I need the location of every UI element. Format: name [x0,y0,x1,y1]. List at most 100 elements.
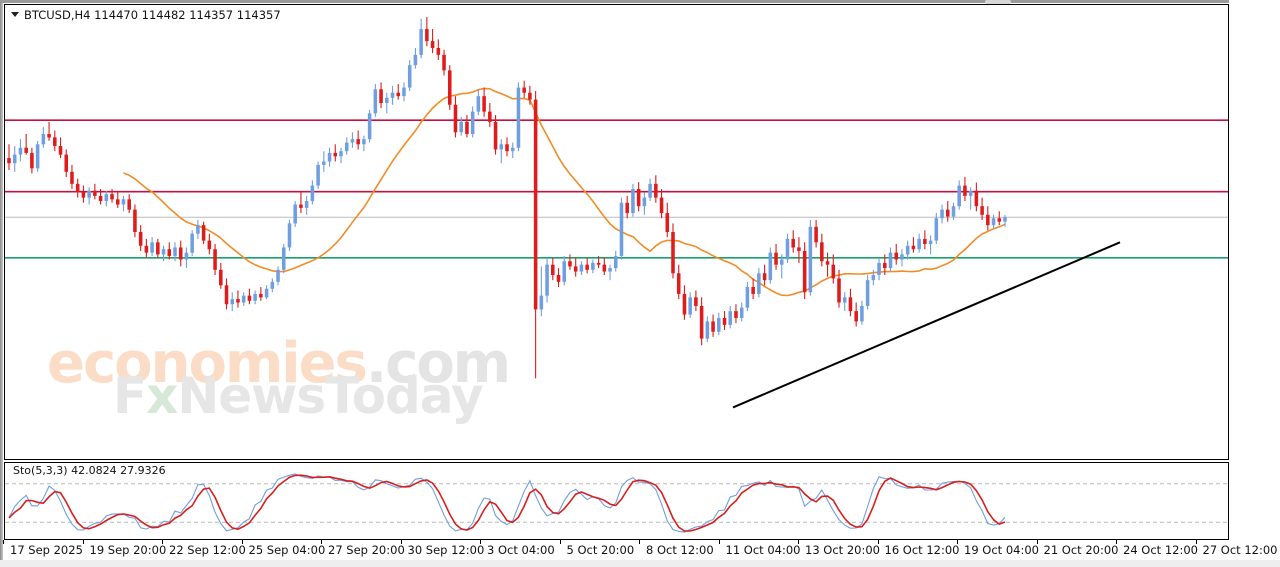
candle-body [425,29,429,42]
candle-body [322,161,326,165]
candle-body [35,144,40,169]
candle-body [230,299,235,305]
candle-body [419,29,423,55]
candle-body [281,247,286,270]
candle-body [791,238,795,248]
candle-body [665,213,670,232]
candle-body [573,266,578,272]
candle-body [802,250,807,293]
candle-body [390,92,395,98]
candle-body [121,199,126,205]
candle-body [339,151,343,157]
candle-body [676,273,681,294]
candle-body [70,171,74,184]
chevron-down-icon[interactable] [11,12,19,17]
time-tick [321,540,322,544]
price-chart-pane[interactable]: economies.com FxNewsToday BTCUSD,H4 1144… [4,4,1229,460]
time-axis-label: 25 Sep 04:00 [248,543,326,557]
time-axis-label: 21 Oct 20:00 [1043,543,1119,557]
time-axis-label: 24 Oct 12:00 [1123,543,1198,557]
candle-body [596,262,601,265]
time-tick [400,540,402,544]
candle-body [785,238,790,260]
candle-body [482,96,486,112]
candle-body [201,225,206,241]
candle-body [551,264,555,275]
candle-body [447,70,452,105]
candle-body [997,218,1002,222]
candle-body [196,225,200,234]
time-tick [639,540,640,544]
candle-body [304,201,309,208]
candle-body [619,202,624,257]
candle-body [442,54,446,71]
candle-body [625,202,629,214]
candle-body [648,183,652,198]
candle-body [980,206,984,215]
candle-body [493,121,498,150]
price-axis[interactable]: 1257791239091220391182441163741125791106… [1229,0,1280,560]
candle-body [865,280,870,306]
candle-body [436,47,441,55]
candle-body [986,214,990,226]
candle-body [757,273,761,294]
candle-body [190,233,194,253]
candle-body [877,262,881,275]
candle-body [259,293,263,298]
candle-body [385,97,389,104]
time-tick [559,540,561,544]
candle-body [459,121,463,133]
time-tick [1116,540,1117,544]
stoch-k-line [8,473,1006,533]
candle-body [539,295,544,310]
candle-body [413,54,418,66]
time-axis-label: 3 Oct 04:00 [487,543,555,557]
candle-body [30,152,34,169]
time-axis[interactable]: 17 Sep 2025 19 Sep 20:00 22 Sep 12:00 25 Se… [4,540,1277,560]
time-tick [718,540,720,544]
candle-body [705,321,710,339]
candle-body [585,264,589,270]
scroll-nub[interactable] [985,0,1011,4]
stochastic-pane[interactable]: Sto(5,3,3) 42.0824 27.9326 [4,462,1229,540]
time-axis-label: 11 Oct 04:00 [725,543,801,557]
time-axis-label: 13 Oct 20:00 [805,543,880,557]
time-tick [957,540,958,544]
candle-body [350,139,355,143]
stoch-d-line [8,474,1006,532]
candle-body [476,96,481,112]
candle-body [774,252,778,265]
candle-body [631,189,635,214]
time-tick [798,540,799,544]
candle-body [81,192,86,198]
stochastic-plot [5,473,1228,533]
candle-body [207,240,212,250]
candle-body [814,226,818,243]
symbol-title-bar[interactable]: BTCUSD,H4 114470 114482 114357 114357 [11,8,281,22]
candle-body [327,152,332,162]
candle-body [562,261,567,282]
candle-body [1003,217,1007,222]
candle-body [402,87,406,97]
candle-body [854,311,858,322]
window-left-border [0,0,3,567]
candle-body [591,262,595,270]
candle-body [224,285,229,305]
time-axis-label: 5 Oct 20:00 [566,543,635,557]
time-axis-label: 19 Oct 04:00 [964,543,1039,557]
candle-body [579,264,584,272]
candle-body [184,252,189,260]
candle-body [745,287,750,308]
candle-body [144,245,149,253]
candle-body [333,152,338,157]
candle-body [963,185,967,196]
candle-body [831,264,836,279]
candle-body [356,139,360,145]
candle-body [396,92,401,97]
candle-body [133,209,137,232]
candle-body [699,305,704,339]
candle-body [568,261,572,267]
candle-body [161,249,166,255]
candle-body [654,183,658,198]
candle-body [602,264,607,272]
